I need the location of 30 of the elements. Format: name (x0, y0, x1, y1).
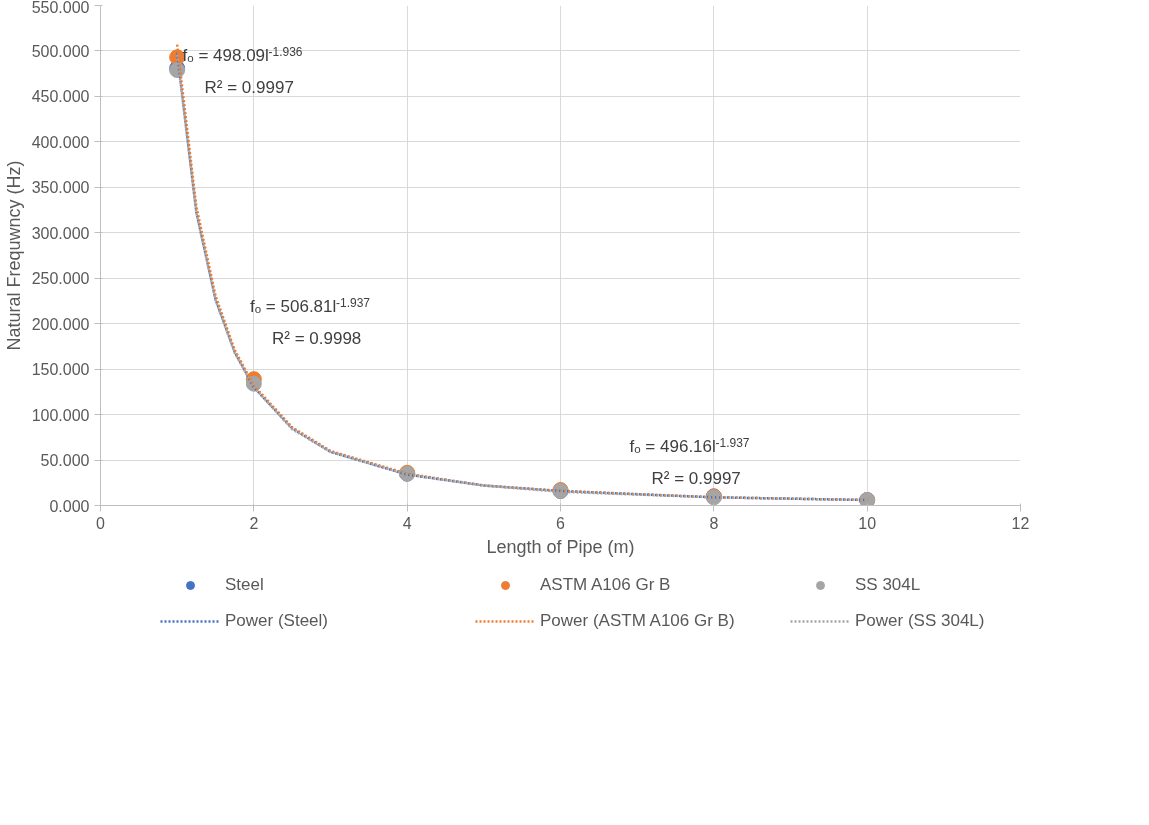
legend-label: Power (Steel) (225, 611, 329, 631)
x-tick-label: 10 (858, 514, 877, 532)
x-tick-label: 6 (556, 514, 566, 532)
legend-label: Power (ASTM A106 Gr B) (540, 611, 736, 631)
y-tick-label: 50.000 (40, 452, 90, 470)
y-tick-label: 550.000 (31, 0, 90, 16)
x-tick-label: 12 (1011, 514, 1030, 532)
y-tick-label: 150.000 (31, 361, 90, 379)
y-tick-label: 100.000 (31, 406, 90, 424)
x-tick-label: 0 (96, 514, 106, 532)
y-tick-label: 0.000 (49, 497, 90, 515)
y-tick-label: 500.000 (31, 42, 90, 60)
y-tick-label: 350.000 (31, 179, 90, 197)
x-tick-label: 2 (249, 514, 259, 532)
legend-label: Steel (225, 575, 265, 595)
annotation: R² = 0.9998 (272, 329, 362, 349)
legend-label: Power (SS 304L) (855, 611, 986, 631)
annotation: R² = 0.9997 (204, 77, 294, 97)
annotation: R² = 0.9997 (651, 468, 741, 488)
y-tick-label: 450.000 (31, 88, 90, 106)
y-tick-label: 250.000 (31, 270, 90, 288)
legend-label: ASTM A106 Gr B (540, 575, 672, 595)
y-tick-label: 400.000 (31, 133, 90, 151)
legend-label: SS 304L (855, 575, 922, 595)
x-tick-label: 8 (709, 514, 719, 532)
y-tick-label: 200.000 (31, 315, 90, 333)
x-tick-label: 4 (402, 514, 412, 532)
y-tick-label: 300.000 (31, 224, 90, 242)
y-axis-title: Natural Frequwncy (Hz) (3, 160, 24, 351)
x-axis-title: Length of Pipe (m) (486, 536, 635, 557)
